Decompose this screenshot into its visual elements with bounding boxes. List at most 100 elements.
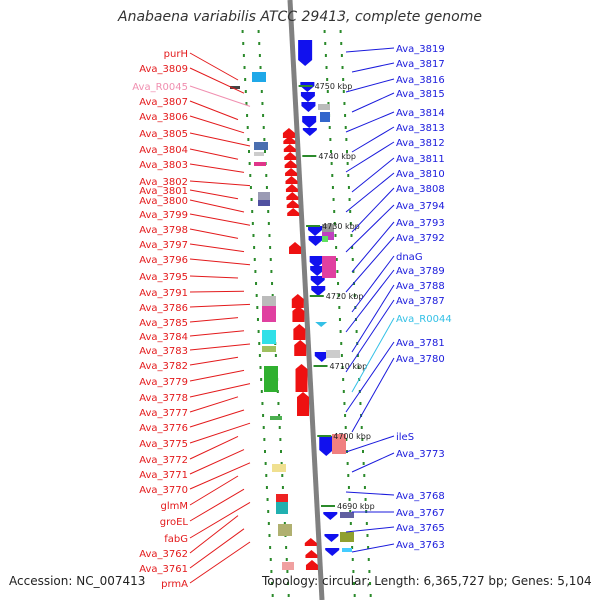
right-leader-line	[351, 187, 395, 233]
gene-arrow	[302, 128, 317, 136]
track-dot	[337, 282, 340, 285]
track-dot	[344, 126, 347, 129]
feature-block	[342, 548, 352, 552]
track-dot	[256, 306, 259, 309]
right-gene-label: Ava_3819	[396, 44, 445, 55]
gene-arrow	[284, 160, 297, 168]
track-dot	[357, 366, 360, 369]
track-dot	[334, 234, 337, 237]
right-leader-line	[345, 299, 395, 373]
track-dot	[267, 510, 270, 513]
gene-arrow	[282, 128, 295, 138]
left-leader-line	[189, 488, 245, 522]
track-dot	[246, 126, 249, 129]
left-gene-label: Ava_3772	[139, 455, 188, 466]
feature-block	[320, 112, 330, 122]
gene-arrow	[310, 276, 325, 286]
track-dot	[330, 162, 333, 165]
feature-block	[262, 296, 276, 306]
left-gene-label: Ava_3778	[139, 393, 188, 404]
right-leader-line	[345, 47, 395, 53]
right-leader-line	[351, 284, 395, 353]
track-dot	[323, 30, 326, 33]
feature-block	[282, 562, 294, 570]
right-gene-label: Ava_3817	[396, 59, 445, 70]
track-dot	[260, 390, 263, 393]
track-dot	[244, 90, 247, 93]
track-dot	[353, 294, 356, 297]
track-dot	[263, 138, 266, 141]
right-gene-label: dnaG	[396, 252, 423, 263]
gene-arrow	[293, 324, 306, 340]
right-leader-line	[345, 341, 395, 413]
track-dot	[260, 378, 263, 381]
track-dot	[369, 582, 372, 585]
gene-arrow	[305, 550, 318, 558]
left-gene-label: Ava_3776	[139, 423, 188, 434]
right-leader-line	[345, 236, 395, 293]
left-gene-label: fabG	[164, 534, 188, 545]
feature-block	[322, 236, 328, 242]
left-gene-label: Ava_3779	[139, 377, 188, 388]
gene-arrow	[294, 340, 307, 356]
track-dot	[243, 66, 246, 69]
left-leader-line	[189, 115, 245, 134]
track-dot	[287, 582, 290, 585]
right-leader-line	[351, 543, 395, 553]
track-dot	[348, 498, 351, 501]
feature-block	[326, 350, 340, 358]
track-dot	[280, 450, 282, 453]
track-dot	[337, 294, 340, 297]
gene-arrow	[300, 92, 315, 102]
track-dot	[262, 426, 265, 429]
left-leader-line	[189, 180, 251, 187]
track-dot	[363, 474, 366, 477]
right-gene-label: Ava_3773	[396, 449, 445, 460]
right-gene-label: Ava_3781	[396, 338, 445, 349]
track-dot	[261, 102, 264, 105]
left-gene-label: Ava_3801	[139, 186, 188, 197]
right-gene-label: Ava_3763	[396, 540, 445, 551]
track-dot	[327, 102, 330, 105]
track-dot	[254, 270, 257, 273]
left-leader-line	[189, 52, 239, 81]
track-dot	[257, 330, 260, 333]
track-dot	[364, 498, 367, 501]
gene-arrow	[308, 236, 323, 246]
right-leader-line	[345, 78, 395, 93]
right-gene-label: Ava_3768	[396, 491, 445, 502]
gene-arrow	[289, 242, 302, 254]
track-dot	[251, 210, 254, 213]
left-gene-label: Ava_3775	[139, 439, 188, 450]
gene-arrow	[295, 364, 308, 392]
track-dot	[262, 114, 265, 117]
right-gene-label: Ava_3767	[396, 508, 445, 519]
track-dot	[346, 150, 348, 153]
track-dot	[242, 42, 245, 45]
track-dot	[362, 450, 364, 453]
track-dot	[249, 174, 252, 177]
track-dot	[267, 210, 270, 213]
track-dot	[259, 366, 262, 369]
track-dot	[265, 174, 268, 177]
right-gene-label: Ava_3813	[396, 123, 445, 134]
left-leader-line	[189, 243, 245, 253]
track-dot	[325, 66, 328, 69]
left-leader-line	[189, 100, 239, 121]
tick-label: 4750 kbp	[315, 82, 353, 91]
feature-block	[270, 416, 282, 420]
left-leader-line	[189, 275, 239, 279]
tick-label: 4690 kbp	[337, 502, 375, 511]
track-dot	[242, 54, 245, 57]
track-dot	[343, 402, 346, 405]
feature-block	[258, 200, 270, 206]
gene-arrow	[301, 102, 316, 112]
right-leader-line	[351, 255, 395, 313]
left-leader-line	[189, 148, 239, 160]
track-dot	[333, 210, 336, 213]
track-dot	[342, 78, 345, 81]
track-dot	[264, 462, 267, 465]
left-gene-label: Ava_3770	[139, 485, 188, 496]
right-gene-label: Ava_3816	[396, 75, 445, 86]
track-dot	[274, 354, 277, 357]
